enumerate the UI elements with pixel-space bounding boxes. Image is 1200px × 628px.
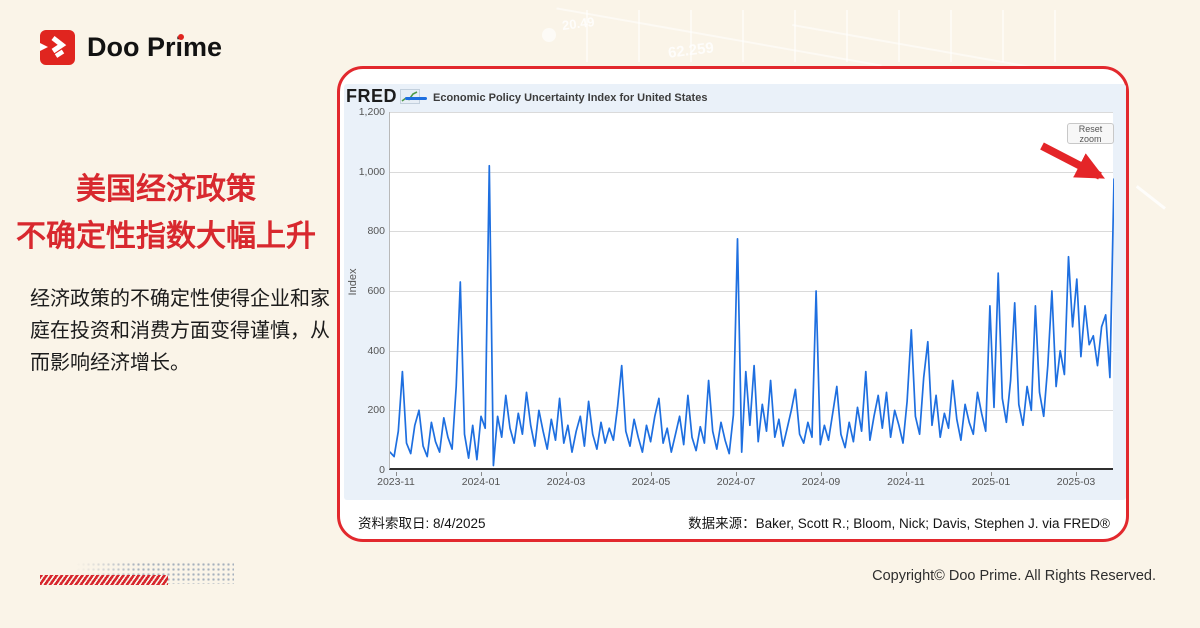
gridline [390, 350, 1113, 352]
watermark-gridline [794, 10, 796, 62]
watermark-gridline [586, 10, 588, 62]
watermark-gridline [638, 10, 640, 62]
red-stripe-decor [40, 575, 168, 585]
y-tick-label: 0 [379, 464, 385, 476]
fred-wordmark: FRED [346, 86, 397, 106]
x-axis-labels: 2023-11 2024-01 2024-03 2024-05 2024-07 2024-… [377, 476, 1113, 492]
legend-line-swatch [405, 96, 427, 100]
x-tick-mark [651, 472, 652, 476]
y-tick-label: 1,200 [358, 106, 385, 118]
x-tick-label: 2024-01 [461, 476, 501, 488]
watermark-gridline [846, 10, 848, 62]
x-tick-mark [396, 472, 397, 476]
watermark-gridline [1054, 10, 1056, 62]
gridline [390, 112, 1113, 113]
fred-chart-card: FRED Economic Policy Uncertainty Index f… [337, 66, 1129, 542]
retrieval-date: 资料索取日: 8/4/2025 [358, 516, 486, 531]
y-axis-labels: 0 200 400 600 800 1,000 1,200 [344, 84, 385, 500]
watermark-gridline [690, 10, 692, 62]
watermark-number: 62.259 [667, 39, 715, 62]
y-tick-label: 600 [367, 285, 385, 297]
x-tick-label: 2024-03 [546, 476, 586, 488]
copyright-text: Copyright© Doo Prime. All Rights Reserve… [872, 568, 1156, 584]
highlight-arrow-icon [1040, 142, 1105, 180]
y-tick-label: 400 [367, 344, 385, 357]
watermark-gridline [1002, 10, 1004, 62]
doo-prime-logo-icon [40, 30, 75, 65]
x-tick-label: 2025-03 [1056, 476, 1096, 488]
x-tick-label: 2024-09 [801, 476, 841, 488]
brand-name: Doo Prime [87, 32, 223, 62]
watermark-gridline [742, 10, 744, 62]
page-title: 美国经济政策 不确定性指数大幅上升 [0, 166, 332, 260]
epu-series-line [390, 164, 1114, 467]
legend-label: Economic Policy Uncertainty Index for Un… [433, 92, 708, 104]
gridline [390, 291, 1113, 292]
y-tick-label: 1,000 [358, 165, 385, 178]
x-tick-mark [906, 472, 907, 476]
x-tick-label: 2024-05 [631, 476, 671, 488]
gridline [390, 231, 1113, 233]
x-tick-label: 2023-11 [377, 476, 415, 488]
gridline [390, 171, 1113, 173]
watermark-gridline [950, 10, 952, 62]
y-tick-label: 200 [367, 404, 385, 417]
brand-i-dot [178, 34, 184, 40]
watermark-number: 20.49 [561, 14, 596, 33]
x-tick-mark [821, 472, 822, 476]
x-tick-label: 2024-07 [716, 476, 756, 488]
x-tick-mark [991, 472, 992, 476]
watermark-line [556, 7, 882, 67]
chart-legend[interactable]: Economic Policy Uncertainty Index for Un… [405, 92, 707, 104]
x-tick-label: 2024-11 [887, 476, 925, 488]
fred-chart-widget: FRED Economic Policy Uncertainty Index f… [344, 84, 1126, 500]
x-tick-label: 2025-01 [971, 476, 1011, 488]
x-tick-mark [566, 472, 567, 476]
x-tick-mark [481, 472, 482, 476]
description-text: 经济政策的不确定性使得企业和家庭在投资和消费方面变得谨慎，从而影响经济增长。 [30, 288, 330, 374]
watermark-gridline [898, 10, 900, 62]
watermark-dot [542, 28, 556, 42]
x-tick-mark [736, 472, 737, 476]
data-source: 数据来源：Baker, Scott R.; Bloom, Nick; Davis… [688, 516, 1110, 531]
chart-line-svg [390, 164, 1114, 467]
watermark-slash [1136, 185, 1166, 210]
x-tick-mark [1076, 472, 1077, 476]
y-tick-label: 800 [367, 225, 385, 238]
chart-header: FRED Economic Policy Uncertainty Index f… [344, 84, 1126, 110]
reset-zoom-button[interactable]: Reset zoom [1067, 123, 1114, 144]
page-title-line1: 美国经济政策 [76, 173, 256, 206]
doo-prime-logo: Doo Prime [40, 30, 222, 65]
page-title-line2: 不确定性指数大幅上升 [16, 220, 316, 253]
plot-area[interactable] [389, 112, 1114, 470]
